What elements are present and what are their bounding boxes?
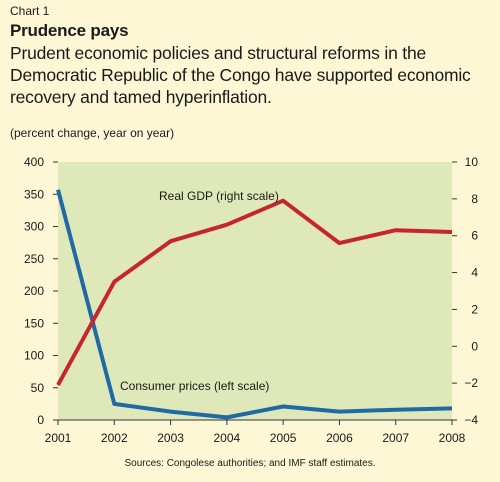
consumer-prices-line [56, 189, 453, 420]
left-axis-tick-label: 0 [37, 413, 44, 427]
left-axis-tick-label: 350 [24, 187, 44, 201]
x-axis-tick-label: 2002 [101, 431, 128, 445]
real-gdp-series-label: Real GDP (right scale) [159, 189, 279, 203]
plot-area [58, 162, 452, 420]
right-axis-tick-label: 8 [471, 192, 478, 206]
right-axis-tick-label: 10 [465, 155, 479, 169]
right-axis-tick-label: 4 [471, 266, 478, 280]
left-axis-tick-label: 250 [24, 252, 44, 266]
x-axis-tick-label: 2008 [439, 431, 466, 445]
chart-units: (percent change, year on year) [10, 126, 175, 140]
right-axis-tick-label: 0 [471, 339, 478, 353]
consumer-prices-series-label: Consumer prices (left scale) [120, 379, 269, 393]
chart-subtitle: Prudent economic policies and structural… [10, 43, 471, 107]
right-axis-tick-label: −4 [464, 413, 478, 427]
x-axis-tick-label: 2001 [45, 431, 72, 445]
x-axis-tick-label: 2006 [326, 431, 353, 445]
x-axis-tick-label: 2007 [382, 431, 409, 445]
left-axis-tick-label: 50 [31, 381, 45, 395]
real-gdp-line [56, 198, 453, 386]
left-axis-tick-label: 300 [24, 220, 44, 234]
x-axis-tick-label: 2003 [157, 431, 184, 445]
chart-title: Prudence pays [10, 21, 129, 40]
x-axis-tick-label: 2005 [270, 431, 297, 445]
left-axis-tick-label: 200 [24, 284, 44, 298]
right-axis-tick-label: 2 [471, 302, 478, 316]
left-axis-tick-label: 100 [24, 349, 44, 363]
right-axis-tick-label: 6 [471, 229, 478, 243]
chart-source: Sources: Congolese authorities; and IMF … [124, 458, 376, 469]
chart-number: Chart 1 [10, 4, 50, 18]
left-axis-tick-label: 150 [24, 316, 44, 330]
left-axis-tick-label: 400 [24, 155, 44, 169]
x-axis-tick-label: 2004 [214, 431, 241, 445]
right-axis-tick-label: −2 [464, 376, 478, 390]
